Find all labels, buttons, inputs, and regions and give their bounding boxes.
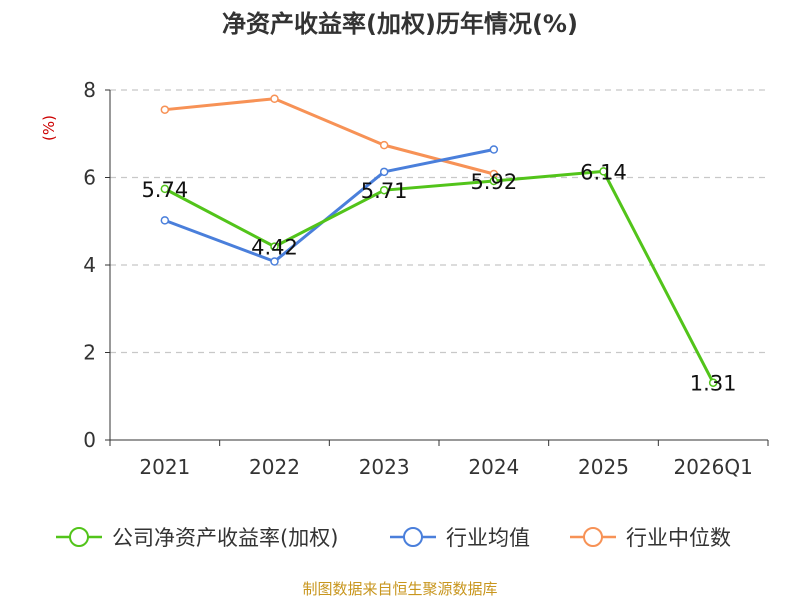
data-point xyxy=(379,185,389,195)
data-point xyxy=(379,167,389,177)
data-point xyxy=(489,145,499,154)
legend-marker xyxy=(583,527,603,547)
data-point xyxy=(270,94,279,103)
y-tick-label: 4 xyxy=(83,253,96,277)
data-point xyxy=(489,176,499,186)
legend-marker xyxy=(403,527,423,547)
x-tick-label: 2022 xyxy=(249,455,300,479)
data-point xyxy=(160,105,170,114)
data-label: 6.14 xyxy=(580,160,627,184)
series-line xyxy=(164,148,495,263)
data-point xyxy=(270,257,279,266)
data-label: 1.31 xyxy=(690,372,737,396)
series-line xyxy=(164,97,495,176)
series-line xyxy=(164,169,715,384)
data-labels: 5.74 4.42 5.71 5.92 6.14 1.31 xyxy=(141,160,736,395)
y-tick-label: 2 xyxy=(83,341,96,365)
data-source-note: 制图数据来自恒生聚源数据库 xyxy=(302,580,498,598)
y-axis-label: (%) xyxy=(40,115,58,141)
data-label: 5.92 xyxy=(470,170,517,194)
legend-label: 公司净资产收益率(加权) xyxy=(112,526,338,550)
x-tick-label: 2025 xyxy=(578,455,629,479)
series-lines xyxy=(160,94,718,387)
legend-marker xyxy=(69,527,89,547)
x-tick-label: 2021 xyxy=(139,455,190,479)
tick-labels: 0 2 4 6 8 2021 2022 2023 2024 2025 2026Q1 (%) xyxy=(40,78,753,479)
data-point xyxy=(270,242,279,251)
x-tick-label: 2026Q1 xyxy=(673,455,752,479)
legend: 公司净资产收益率(加权) 行业均值 行业中位数 xyxy=(56,526,731,550)
data-label: 5.71 xyxy=(361,179,408,203)
legend-label: 行业均值 xyxy=(446,526,530,550)
data-point xyxy=(160,184,170,194)
data-label: 5.74 xyxy=(141,178,188,202)
x-tick-label: 2023 xyxy=(359,455,410,479)
x-tick-label: 2024 xyxy=(468,455,519,479)
y-tick-label: 6 xyxy=(83,166,96,190)
data-label: 4.42 xyxy=(251,236,298,260)
data-point xyxy=(160,216,170,225)
grid-lines xyxy=(110,89,768,354)
legend-label: 行业中位数 xyxy=(626,526,731,550)
data-point xyxy=(599,167,608,176)
data-point xyxy=(379,140,389,150)
axes xyxy=(105,89,769,446)
chart-title: 净资产收益率(加权)历年情况(%) xyxy=(222,10,578,38)
data-point xyxy=(708,378,718,387)
y-tick-label: 0 xyxy=(83,428,96,452)
y-tick-label: 8 xyxy=(83,78,96,102)
